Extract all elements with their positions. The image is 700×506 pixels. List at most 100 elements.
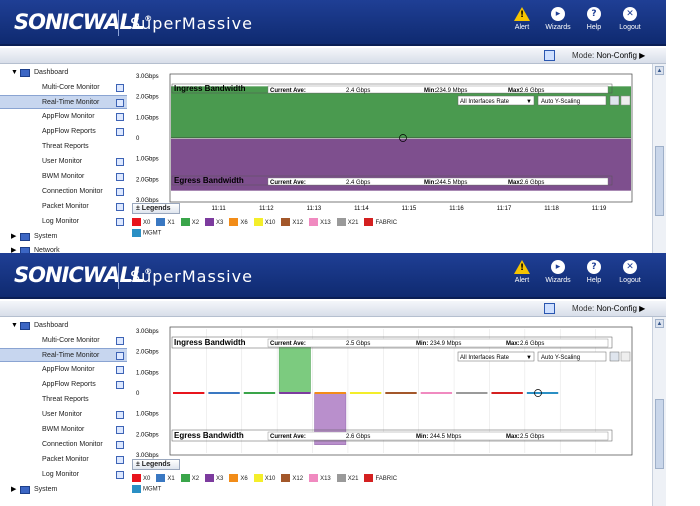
sidebar-item-appflow-reports[interactable]: AppFlow Reports (0, 378, 127, 392)
vertical-scrollbar[interactable]: ▲ (652, 64, 666, 253)
pin-icon[interactable] (116, 441, 124, 449)
ingress-area (171, 86, 631, 138)
sidebar-group-dashboard[interactable]: ▼ Dashboard (11, 69, 69, 77)
pin-icon[interactable] (116, 203, 124, 211)
sidebar-item-connection-monitor[interactable]: Connection Monitor (0, 185, 127, 199)
legend-label: X21 (347, 219, 359, 226)
legend-item-x0[interactable]: X0 (132, 474, 150, 482)
pin-icon[interactable] (116, 352, 124, 360)
legend-item-x12[interactable]: X12 (281, 474, 303, 482)
pin-icon[interactable] (116, 218, 124, 226)
pin-icon[interactable] (116, 366, 124, 374)
sidebar-item-appflow-monitor[interactable]: AppFlow Monitor (0, 363, 127, 377)
vertical-scrollbar[interactable]: ▲ (652, 317, 666, 506)
mode-indicator[interactable]: Mode: Non-Config ▶ (572, 51, 646, 60)
pin-icon[interactable] (116, 173, 124, 181)
sidebar-item-packet-monitor[interactable]: Packet Monitor (0, 200, 127, 214)
pin-icon[interactable] (116, 84, 124, 92)
pin-icon[interactable] (116, 128, 124, 136)
egress-max-value: 2.6 Gbps (520, 180, 544, 186)
help-button[interactable]: ? Help (586, 260, 602, 284)
chart-view-button[interactable] (620, 95, 631, 106)
chart-cursor[interactable] (534, 389, 542, 397)
legend-swatch (132, 218, 141, 226)
egress-title: Egress Bandwidth (174, 176, 244, 185)
legend-item-x10[interactable]: X10 (253, 474, 275, 482)
monitor-icon[interactable] (544, 50, 555, 61)
legend-item-x3[interactable]: X3 (205, 218, 223, 226)
pin-icon[interactable] (116, 426, 124, 434)
legend-item-x2[interactable]: X2 (180, 474, 199, 482)
pin-icon[interactable] (116, 471, 124, 479)
pin-icon[interactable] (116, 381, 124, 389)
interface-select[interactable] (457, 95, 535, 106)
sidebar-item-user-monitor[interactable]: User Monitor (0, 155, 127, 169)
legend-item-x6[interactable]: X6 (229, 218, 248, 226)
y-tick-label: 0 (136, 391, 140, 397)
pin-icon[interactable] (116, 337, 124, 345)
legend-item-x21[interactable]: X21 (336, 218, 359, 226)
legends-toggle-button[interactable]: ± Legends (132, 203, 180, 214)
sidebar-item-appflow-reports[interactable]: AppFlow Reports (0, 125, 127, 139)
legend-item-x10[interactable]: X10 (253, 218, 275, 226)
sidebar-item-bwm-monitor[interactable]: BWM Monitor (0, 170, 127, 184)
legend-item-fabric[interactable]: FABRIC (364, 474, 397, 482)
legend-item-mgmt[interactable]: MGMT (132, 485, 526, 493)
sidebar-item-multi-core-monitor[interactable]: Multi-Core Monitor (0, 334, 127, 348)
sidebar-item-bwm-monitor[interactable]: BWM Monitor (0, 423, 127, 437)
legend-item-x13[interactable]: X13 (309, 218, 331, 226)
legend-item-x13[interactable]: X13 (309, 474, 331, 482)
sidebar-item-real-time-monitor[interactable]: Real-Time Monitor (0, 95, 127, 109)
legend-item-x2[interactable]: X2 (180, 218, 199, 226)
pin-icon[interactable] (116, 456, 124, 464)
sidebar-section-network[interactable]: ▶ Network (11, 247, 60, 253)
logout-button[interactable]: ✕ Logout (619, 7, 641, 31)
mode-indicator[interactable]: Mode: Non-Config ▶ (572, 304, 646, 313)
wizards-button[interactable]: ▸ Wizards (545, 7, 571, 31)
legend-item-x3[interactable]: X3 (205, 474, 223, 482)
legend-item-fabric[interactable]: FABRIC (364, 218, 397, 226)
legend-item-x0[interactable]: X0 (132, 218, 150, 226)
interface-select[interactable] (457, 351, 535, 362)
legend-item-x1[interactable]: X1 (156, 218, 175, 226)
alert-button[interactable]: ! Alert (500, 260, 544, 284)
sidebar-item-connection-monitor[interactable]: Connection Monitor (0, 438, 127, 452)
legend-item-x1[interactable]: X1 (156, 474, 175, 482)
pin-icon[interactable] (116, 99, 124, 107)
sidebar-item-threat-reports[interactable]: Threat Reports (42, 396, 89, 403)
chart-options-button[interactable] (609, 351, 620, 362)
sidebar-item-real-time-monitor[interactable]: Real-Time Monitor (0, 348, 127, 362)
ingress-title: Ingress Bandwidth (174, 338, 246, 347)
wizards-button[interactable]: ▸ Wizards (545, 260, 571, 284)
sidebar-section-system[interactable]: ▶ System (11, 486, 58, 494)
logout-button[interactable]: ✕ Logout (619, 260, 641, 284)
sidebar-item-packet-monitor[interactable]: Packet Monitor (0, 453, 127, 467)
scaling-select[interactable] (537, 95, 607, 106)
pin-icon[interactable] (116, 188, 124, 196)
monitor-icon[interactable] (544, 303, 555, 314)
sidebar-item-appflow-monitor[interactable]: AppFlow Monitor (0, 110, 127, 124)
legend-item-x6[interactable]: X6 (229, 474, 248, 482)
legend-swatch (156, 474, 166, 482)
sidebar-item-user-monitor[interactable]: User Monitor (0, 408, 127, 422)
chart-cursor[interactable] (399, 134, 407, 142)
sidebar-section-system[interactable]: ▶ System (11, 233, 58, 241)
sidebar-item-log-monitor[interactable]: Log Monitor (0, 215, 127, 229)
alert-button[interactable]: ! Alert (500, 7, 544, 31)
pin-icon[interactable] (116, 411, 124, 419)
legends-toggle-button[interactable]: ± Legends (132, 459, 180, 470)
sidebar-item-log-monitor[interactable]: Log Monitor (0, 468, 127, 482)
svg-text:Auto Y-Scaling: Auto Y-Scaling (541, 355, 580, 361)
sidebar-group-dashboard[interactable]: ▼ Dashboard (11, 322, 69, 330)
chart-options-button[interactable] (609, 95, 620, 106)
pin-icon[interactable] (116, 158, 124, 166)
legend-item-x12[interactable]: X12 (281, 218, 303, 226)
legend-item-x21[interactable]: X21 (336, 474, 358, 482)
sidebar-item-threat-reports[interactable]: Threat Reports (42, 143, 89, 150)
chart-view-button[interactable] (620, 351, 631, 362)
pin-icon[interactable] (116, 113, 124, 121)
sidebar-item-multi-core-monitor[interactable]: Multi-Core Monitor (0, 81, 127, 95)
legend-item-mgmt[interactable]: MGMT (132, 229, 526, 237)
help-button[interactable]: ? Help (586, 7, 602, 31)
scaling-select[interactable] (537, 351, 607, 362)
